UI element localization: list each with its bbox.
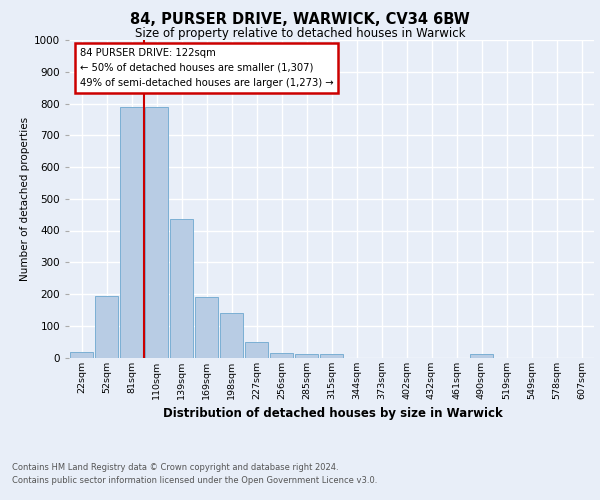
Text: Contains HM Land Registry data © Crown copyright and database right 2024.: Contains HM Land Registry data © Crown c…: [12, 462, 338, 471]
Text: 84, PURSER DRIVE, WARWICK, CV34 6BW: 84, PURSER DRIVE, WARWICK, CV34 6BW: [130, 12, 470, 28]
Bar: [120, 106, 143, 358]
Bar: [70, 352, 93, 358]
Bar: [270, 352, 293, 358]
Bar: [295, 354, 318, 358]
Bar: [220, 313, 243, 358]
Text: Size of property relative to detached houses in Warwick: Size of property relative to detached ho…: [135, 28, 465, 40]
Bar: [145, 106, 168, 358]
Bar: [245, 342, 268, 357]
Bar: [320, 354, 343, 358]
Text: Distribution of detached houses by size in Warwick: Distribution of detached houses by size …: [163, 408, 503, 420]
Bar: [95, 296, 118, 358]
Bar: [195, 297, 218, 358]
Text: Contains public sector information licensed under the Open Government Licence v3: Contains public sector information licen…: [12, 476, 377, 485]
Y-axis label: Number of detached properties: Number of detached properties: [20, 116, 29, 281]
Bar: [170, 220, 193, 358]
Bar: [470, 354, 493, 358]
Text: 84 PURSER DRIVE: 122sqm
← 50% of detached houses are smaller (1,307)
49% of semi: 84 PURSER DRIVE: 122sqm ← 50% of detache…: [79, 48, 333, 88]
